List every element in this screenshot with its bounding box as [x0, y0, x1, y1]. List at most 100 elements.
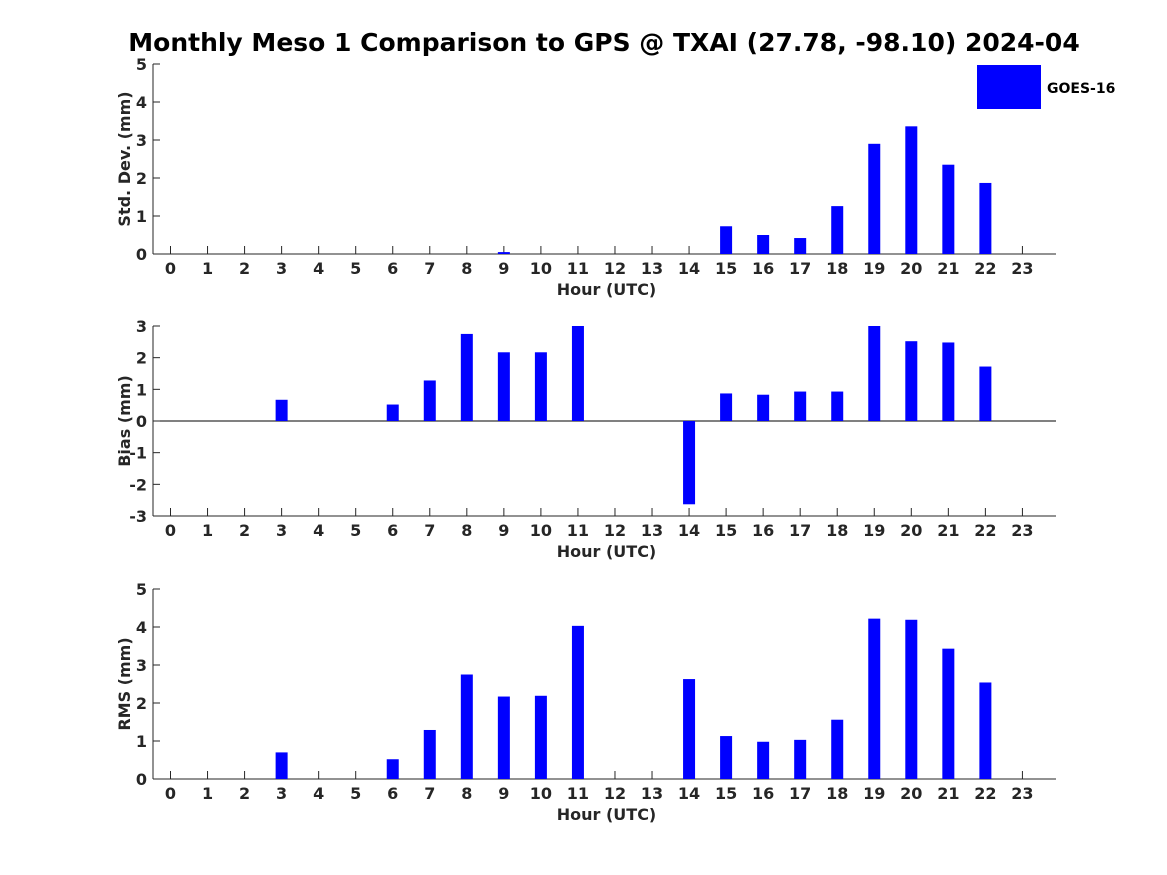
x-tick-label: 18	[826, 521, 848, 540]
bar-hour-18	[831, 719, 844, 779]
x-tick-label: 5	[350, 259, 361, 278]
bar-hour-18	[831, 391, 844, 421]
x-tick-label: 16	[752, 521, 774, 540]
bar-hour-22	[979, 682, 992, 779]
bar-hour-15	[720, 393, 733, 421]
bar-hour-6	[386, 759, 399, 779]
bar-hour-20	[905, 341, 918, 421]
x-tick-label: 6	[387, 521, 398, 540]
y-axis-label: RMS (mm)	[115, 637, 134, 730]
x-tick-label: 19	[863, 521, 885, 540]
y-tick-label: 0	[136, 770, 147, 789]
bar-hour-15	[720, 736, 733, 779]
y-axis-label: Std. Dev. (mm)	[115, 91, 134, 226]
bar-hour-8	[460, 674, 473, 779]
x-tick-label: 4	[313, 784, 324, 803]
x-tick-label: 19	[863, 259, 885, 278]
x-tick-label: 11	[567, 784, 589, 803]
x-tick-label: 17	[789, 521, 811, 540]
bar-hour-16	[757, 394, 770, 421]
x-tick-label: 10	[530, 784, 552, 803]
x-tick-label: 13	[641, 259, 663, 278]
y-tick-label: 4	[136, 618, 147, 637]
bar-hour-22	[979, 366, 992, 421]
x-tick-label: 4	[313, 521, 324, 540]
bar-hour-21	[942, 164, 955, 254]
x-tick-label: 7	[424, 784, 435, 803]
x-tick-label: 23	[1011, 259, 1033, 278]
x-tick-label: 8	[461, 259, 472, 278]
y-axis-label: Bias (mm)	[115, 375, 134, 467]
x-tick-label: 0	[165, 259, 176, 278]
x-tick-label: 1	[202, 521, 213, 540]
x-tick-label: 16	[752, 784, 774, 803]
x-tick-label: 6	[387, 784, 398, 803]
x-tick-label: 12	[604, 784, 626, 803]
y-tick-label: -3	[129, 507, 147, 526]
x-tick-label: 1	[202, 259, 213, 278]
x-tick-label: 22	[974, 259, 996, 278]
bar-hour-11	[571, 326, 584, 421]
y-tick-label: 4	[136, 93, 147, 112]
x-tick-label: 17	[789, 259, 811, 278]
bar-hour-16	[757, 741, 770, 779]
x-tick-label: 3	[276, 784, 287, 803]
bar-hour-21	[942, 342, 955, 421]
x-tick-label: 9	[498, 784, 509, 803]
y-tick-label: 1	[136, 380, 147, 399]
bar-hour-11	[571, 625, 584, 779]
x-tick-label: 8	[461, 784, 472, 803]
x-tick-label: 14	[678, 521, 700, 540]
x-tick-label: 7	[424, 521, 435, 540]
y-tick-label: 5	[136, 580, 147, 599]
x-tick-label: 14	[678, 259, 700, 278]
x-tick-label: 20	[900, 521, 922, 540]
bar-hour-3	[275, 399, 288, 421]
y-tick-label: 0	[136, 412, 147, 431]
bar-hour-9	[497, 252, 510, 254]
bar-hour-7	[423, 729, 436, 779]
x-tick-label: 11	[567, 521, 589, 540]
x-tick-label: 11	[567, 259, 589, 278]
x-tick-label: 4	[313, 259, 324, 278]
y-tick-label: 2	[136, 169, 147, 188]
bar-hour-21	[942, 648, 955, 779]
x-tick-label: 20	[900, 259, 922, 278]
x-tick-label: 5	[350, 784, 361, 803]
x-tick-label: 10	[530, 259, 552, 278]
x-tick-label: 2	[239, 259, 250, 278]
x-tick-label: 2	[239, 521, 250, 540]
bar-hour-14	[683, 421, 696, 505]
x-tick-label: 21	[937, 784, 959, 803]
bar-hour-9	[497, 352, 510, 421]
bar-hour-17	[794, 391, 807, 421]
bar-hour-19	[868, 618, 881, 779]
x-tick-label: 20	[900, 784, 922, 803]
y-tick-label: 1	[136, 207, 147, 226]
bar-hour-8	[460, 333, 473, 421]
y-tick-label: 1	[136, 732, 147, 751]
x-tick-label: 13	[641, 521, 663, 540]
x-tick-label: 9	[498, 521, 509, 540]
bar-hour-17	[794, 739, 807, 779]
bar-hour-10	[534, 695, 547, 779]
bar-hour-14	[683, 679, 696, 779]
bar-hour-6	[386, 404, 399, 421]
y-tick-label: 2	[136, 694, 147, 713]
x-tick-label: 16	[752, 259, 774, 278]
y-tick-label: 3	[136, 656, 147, 675]
x-tick-label: 23	[1011, 521, 1033, 540]
y-tick-label: 2	[136, 349, 147, 368]
x-tick-label: 21	[937, 259, 959, 278]
y-tick-label: -1	[129, 444, 147, 463]
x-tick-label: 17	[789, 784, 811, 803]
legend-swatch	[977, 65, 1041, 109]
x-tick-label: 7	[424, 259, 435, 278]
bar-hour-3	[275, 752, 288, 779]
y-tick-label: 5	[136, 55, 147, 74]
bar-hour-20	[905, 126, 918, 254]
bar-hour-22	[979, 182, 992, 254]
x-tick-label: 9	[498, 259, 509, 278]
x-tick-label: 15	[715, 259, 737, 278]
